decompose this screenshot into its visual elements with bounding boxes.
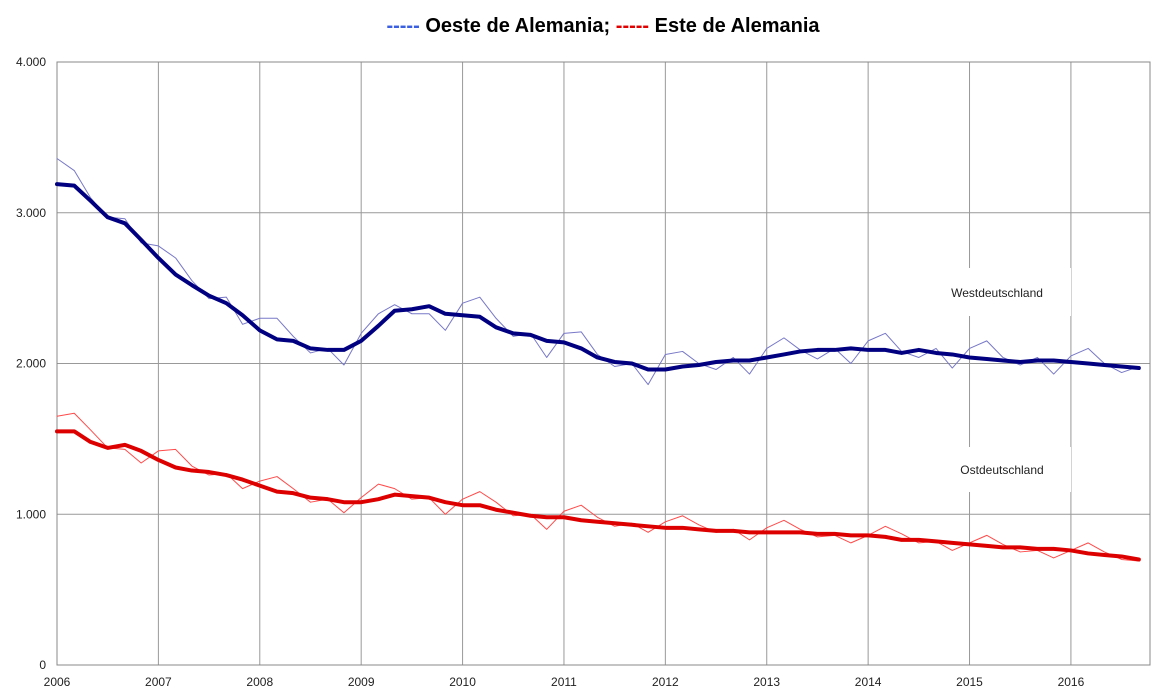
x-tick-label: 2016 (1058, 675, 1085, 689)
x-tick-label: 2009 (348, 675, 375, 689)
x-tick-label: 2007 (145, 675, 172, 689)
x-tick-label: 2012 (652, 675, 679, 689)
data-line (55, 182, 1141, 372)
legend-dash: ----- (616, 15, 649, 37)
legend-label: Oeste de Alemania; (425, 15, 610, 37)
y-tick-label: 3.000 (16, 206, 46, 220)
annotation-bg (869, 268, 1071, 316)
x-tick-label: 2014 (855, 675, 882, 689)
plot-frame (56, 61, 1151, 666)
x-tick-label: 2011 (551, 675, 577, 689)
annotation-bg (869, 447, 1071, 492)
x-tick-label: 2010 (449, 675, 476, 689)
legend-label: Este de Alemania (655, 15, 821, 37)
y-tick-label: 4.000 (16, 55, 46, 69)
x-tick-label: 2015 (956, 675, 983, 689)
y-tick-label: 1.000 (16, 507, 46, 521)
data-line (56, 412, 1140, 562)
annotation: Westdeutschland (951, 286, 1043, 300)
data-line (56, 157, 1140, 386)
x-tick-label: 2006 (44, 675, 71, 689)
y-tick-label: 0 (39, 658, 46, 672)
data-line (55, 429, 1141, 562)
annotation: Ostdeutschland (960, 463, 1043, 477)
y-tick-label: 2.000 (16, 357, 46, 371)
x-tick-label: 2008 (246, 675, 273, 689)
legend-dash: ----- (386, 15, 419, 37)
x-tick-label: 2013 (753, 675, 780, 689)
chart-title: ----- Oeste de Alemania; ----- Este de A… (386, 15, 820, 37)
